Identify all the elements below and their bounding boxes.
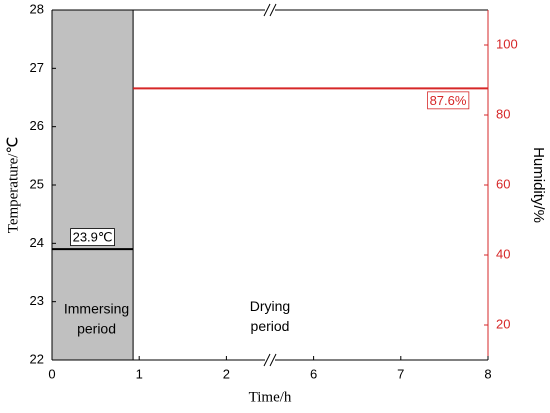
x-tick-label: 8	[484, 366, 491, 381]
y-tick-label: 28	[30, 1, 44, 16]
data-label: 23.9℃	[73, 230, 113, 245]
data-label-box	[427, 91, 470, 110]
y-tick-label: 27	[30, 60, 44, 75]
x-tick-label: 2	[223, 366, 230, 381]
data-label-box	[70, 228, 115, 247]
y2-axis-label: Humidity/%	[530, 147, 547, 223]
region-label: period	[77, 321, 116, 337]
y2-tick-label: 80	[496, 106, 510, 121]
y-tick-label: 24	[30, 235, 44, 250]
axis-break-gap	[265, 4, 275, 16]
y-axis-label: Temperature/℃	[5, 137, 21, 234]
axis-break-mark	[263, 353, 271, 367]
y-tick-label: 22	[30, 351, 44, 366]
region-label: Immersing	[64, 301, 129, 317]
x-tick-label: 6	[310, 366, 317, 381]
annotation: period	[251, 318, 290, 334]
axis-break-gap	[265, 354, 275, 366]
x-tick-label: 7	[397, 366, 404, 381]
y2-tick-label: 20	[496, 316, 510, 331]
y2-tick-label: 60	[496, 176, 510, 191]
y2-tick-label: 40	[496, 246, 510, 261]
data-label: 87.6%	[430, 93, 467, 108]
y-tick-label: 23	[30, 293, 44, 308]
y-tick-label: 26	[30, 118, 44, 133]
shaded-region	[52, 10, 134, 360]
x-tick-label: 0	[48, 366, 55, 381]
axis-break-mark	[269, 353, 277, 367]
y-tick-label: 25	[30, 176, 44, 191]
annotation: Drying	[250, 298, 290, 314]
y2-tick-label: 100	[496, 36, 518, 51]
axis-break-mark	[263, 3, 271, 17]
x-tick-label: 1	[136, 366, 143, 381]
axis-break-mark	[269, 3, 277, 17]
x-axis-label: Time/h	[249, 389, 292, 405]
